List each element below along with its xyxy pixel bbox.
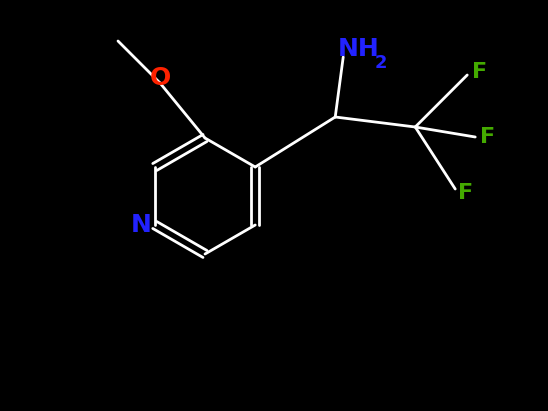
Text: F: F [480,127,495,147]
Text: N: N [130,213,151,237]
Text: F: F [472,62,487,82]
Text: F: F [458,183,473,203]
Text: NH: NH [338,37,380,61]
Text: O: O [150,66,170,90]
Text: 2: 2 [374,54,387,72]
